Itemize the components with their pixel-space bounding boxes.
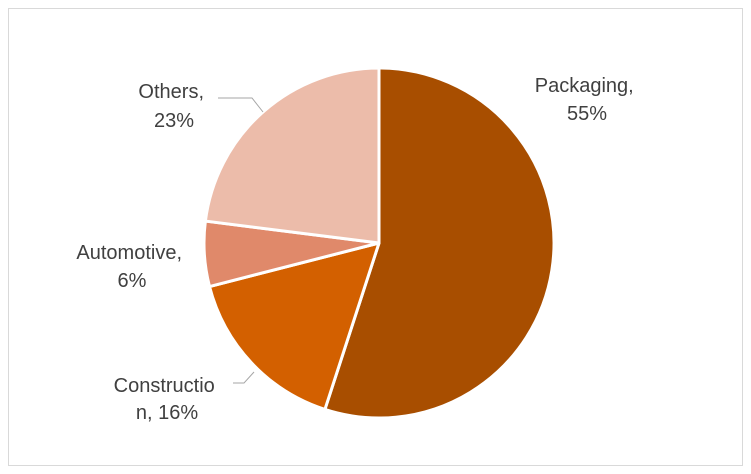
slice-packaging	[323, 66, 556, 420]
label-packaging-line2: 55%	[567, 103, 607, 125]
leader-others	[218, 97, 264, 113]
label-packaging-line1: Packaging,	[535, 75, 634, 97]
slice-construction	[208, 241, 381, 411]
pie-slices	[202, 66, 556, 420]
slice-others	[203, 66, 381, 245]
label-automotive-line1: Automotive,	[76, 242, 182, 264]
label-construction: Constructio n, 16%	[114, 375, 221, 424]
label-others-line2: 23%	[154, 110, 194, 132]
leader-lines	[218, 97, 264, 384]
label-others-line1: Others,	[138, 81, 204, 103]
label-automotive-line2: 6%	[118, 270, 147, 292]
label-construction-line1: Constructio	[114, 375, 215, 397]
label-others: Others, 23%	[138, 81, 209, 132]
leader-construction	[233, 371, 255, 384]
label-construction-line2: n, 16%	[136, 402, 198, 424]
label-automotive: Automotive, 6%	[76, 242, 187, 292]
label-packaging: Packaging, 55%	[535, 75, 640, 125]
